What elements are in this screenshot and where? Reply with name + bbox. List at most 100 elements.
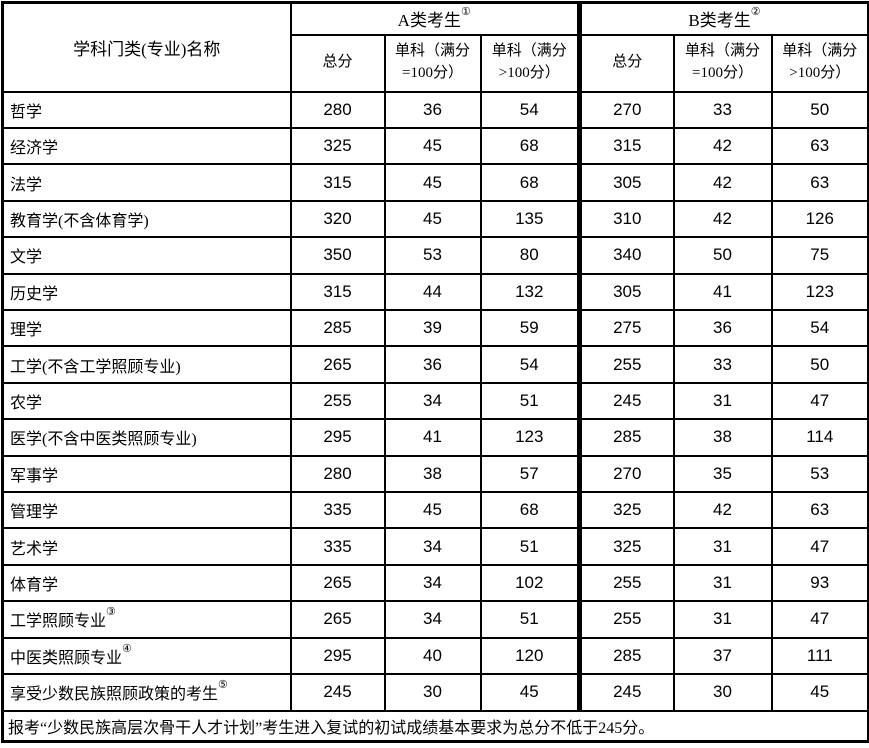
score-cell-b-single-over100: 111 — [770, 636, 869, 676]
score-cell-a-single-100: 44 — [383, 272, 482, 311]
score-cell-a-single-100: 45 — [383, 199, 482, 239]
score-cell-b-single-100: 31 — [672, 381, 773, 421]
table-row: 艺术学 335 34 51 325 31 47 — [1, 527, 869, 566]
score-cell-a-single-over100: 51 — [479, 600, 581, 639]
table-row: 军事学 280 38 57 270 35 53 — [1, 454, 869, 493]
score-cell-a-single-over100: 51 — [479, 527, 581, 566]
group-a-label: A类考生 — [397, 11, 461, 31]
score-cell-b-single-over100: 45 — [770, 673, 869, 712]
column-header-b-total: 总分 — [577, 33, 675, 93]
score-cell-a-single-over100: 68 — [479, 163, 581, 202]
score-cell-a-total: 335 — [289, 527, 386, 566]
subject-name-cell: 历史学 — [1, 272, 292, 311]
subject-name-label: 文学 — [10, 249, 43, 267]
score-cell-a-single-over100: 54 — [479, 90, 581, 129]
score-cell-a-single-100: 45 — [383, 163, 482, 202]
footnote-row: 报考“少数民族高层次骨干人才计划”考生进入复试的初试成绩基本要求为总分不低于24… — [1, 709, 869, 743]
score-cell-b-total: 325 — [577, 527, 675, 566]
score-cell-a-single-100: 30 — [383, 673, 482, 712]
score-cell-a-single-100: 45 — [383, 490, 482, 530]
score-cell-a-single-over100: 57 — [479, 454, 581, 493]
table-row: 工学(不含工学照顾专业) 265 36 54 255 33 50 — [1, 345, 869, 384]
subject-name-cell: 军事学 — [1, 454, 292, 493]
subject-name-cell: 艺术学 — [1, 527, 292, 566]
subject-name-label: 法学 — [10, 176, 43, 194]
subject-name-cell: 工学照顾专业③ — [1, 600, 292, 639]
score-cell-a-total: 265 — [289, 345, 386, 384]
score-cell-b-single-over100: 123 — [770, 272, 869, 311]
subject-name-cell: 体育学 — [1, 563, 292, 603]
score-cell-b-total: 245 — [577, 673, 675, 712]
table-row: 文学 350 53 80 340 50 75 — [1, 236, 869, 275]
subject-name-label: 享受少数民族照顾政策的考生 — [10, 686, 219, 704]
group-b-footnote-mark: ② — [750, 5, 761, 18]
score-cell-b-total: 275 — [577, 308, 675, 348]
subject-name-label: 教育学(不含体育学) — [10, 212, 149, 230]
score-cell-a-single-100: 34 — [383, 381, 482, 421]
score-cell-b-single-over100: 114 — [770, 418, 869, 457]
score-cell-a-total: 350 — [289, 236, 386, 275]
score-cell-a-total: 295 — [289, 636, 386, 676]
score-cell-a-single-over100: 45 — [479, 673, 581, 712]
subject-name-cell: 理学 — [1, 308, 292, 348]
table-row: 历史学 315 44 132 305 41 123 — [1, 272, 869, 311]
subject-name-label: 历史学 — [10, 285, 59, 303]
score-cell-b-total: 285 — [577, 418, 675, 457]
subject-name-cell: 农学 — [1, 381, 292, 421]
subject-name-cell: 医学(不含中医类照顾专业) — [1, 418, 292, 457]
score-cell-b-single-over100: 126 — [770, 199, 869, 239]
score-cell-b-single-over100: 53 — [770, 454, 869, 493]
subject-name-label: 管理学 — [10, 504, 59, 522]
score-cell-b-single-100: 50 — [672, 236, 773, 275]
score-cell-a-total: 245 — [289, 673, 386, 712]
subject-name-label: 哲学 — [10, 103, 43, 121]
subject-name-cell: 工学(不含工学照顾专业) — [1, 345, 292, 384]
group-b-label: B类考生 — [688, 11, 751, 31]
table-row: 管理学 335 45 68 325 42 63 — [1, 490, 869, 530]
column-header-a-single-100: 单科（满分 =100分） — [383, 33, 482, 93]
score-cell-b-single-100: 30 — [672, 673, 773, 712]
score-cell-b-total: 255 — [577, 345, 675, 384]
score-cell-b-single-over100: 47 — [770, 527, 869, 566]
score-cell-b-total: 255 — [577, 600, 675, 639]
subject-name-cell: 享受少数民族照顾政策的考生⑤ — [1, 673, 292, 712]
score-cell-b-total: 255 — [577, 563, 675, 603]
score-cell-a-single-100: 34 — [383, 563, 482, 603]
score-cell-b-total: 340 — [577, 236, 675, 275]
score-cell-b-single-over100: 75 — [770, 236, 869, 275]
score-cell-a-total: 265 — [289, 563, 386, 603]
score-cell-b-single-100: 42 — [672, 490, 773, 530]
score-cell-b-single-over100: 50 — [770, 345, 869, 384]
score-cell-b-single-100: 33 — [672, 90, 773, 129]
subject-name-label: 医学(不含中医类照顾专业) — [10, 431, 197, 449]
score-cell-b-single-over100: 54 — [770, 308, 869, 348]
score-cell-b-single-100: 42 — [672, 163, 773, 202]
table-row: 农学 255 34 51 245 31 47 — [1, 381, 869, 421]
column-header-b-single-over100: 单科（满分 >100分） — [770, 33, 869, 93]
table-row: 经济学 325 45 68 315 42 63 — [1, 126, 869, 166]
score-cell-b-single-over100: 47 — [770, 600, 869, 639]
score-cell-a-single-100: 36 — [383, 90, 482, 129]
table-row: 中医类照顾专业④ 295 40 120 285 37 111 — [1, 636, 869, 676]
subject-name-label: 理学 — [10, 322, 43, 340]
table-body: 哲学 280 36 54 270 33 50 经济学 325 45 68 315… — [1, 90, 869, 712]
subject-name-cell: 文学 — [1, 236, 292, 275]
score-cell-b-total: 325 — [577, 490, 675, 530]
subject-name-label: 中医类照顾专业 — [10, 649, 123, 667]
subject-name-cell: 法学 — [1, 163, 292, 202]
table-row: 理学 285 39 59 275 36 54 — [1, 308, 869, 348]
score-cell-a-single-100: 38 — [383, 454, 482, 493]
column-header-a-single-over100: 单科（满分 >100分） — [479, 33, 581, 93]
column-header-subject: 学科门类(专业)名称 — [1, 1, 292, 93]
subject-name-cell: 教育学(不含体育学) — [1, 199, 292, 239]
subject-name-cell: 哲学 — [1, 90, 292, 129]
table-row: 医学(不含中医类照顾专业) 295 41 123 285 38 114 — [1, 418, 869, 457]
score-cell-a-single-over100: 120 — [479, 636, 581, 676]
score-cell-b-single-100: 31 — [672, 563, 773, 603]
score-cell-a-single-100: 40 — [383, 636, 482, 676]
footnote-mark: ③ — [106, 606, 116, 619]
score-cell-b-single-100: 31 — [672, 527, 773, 566]
group-a-footnote-mark: ① — [460, 5, 471, 18]
table-row: 法学 315 45 68 305 42 63 — [1, 163, 869, 202]
